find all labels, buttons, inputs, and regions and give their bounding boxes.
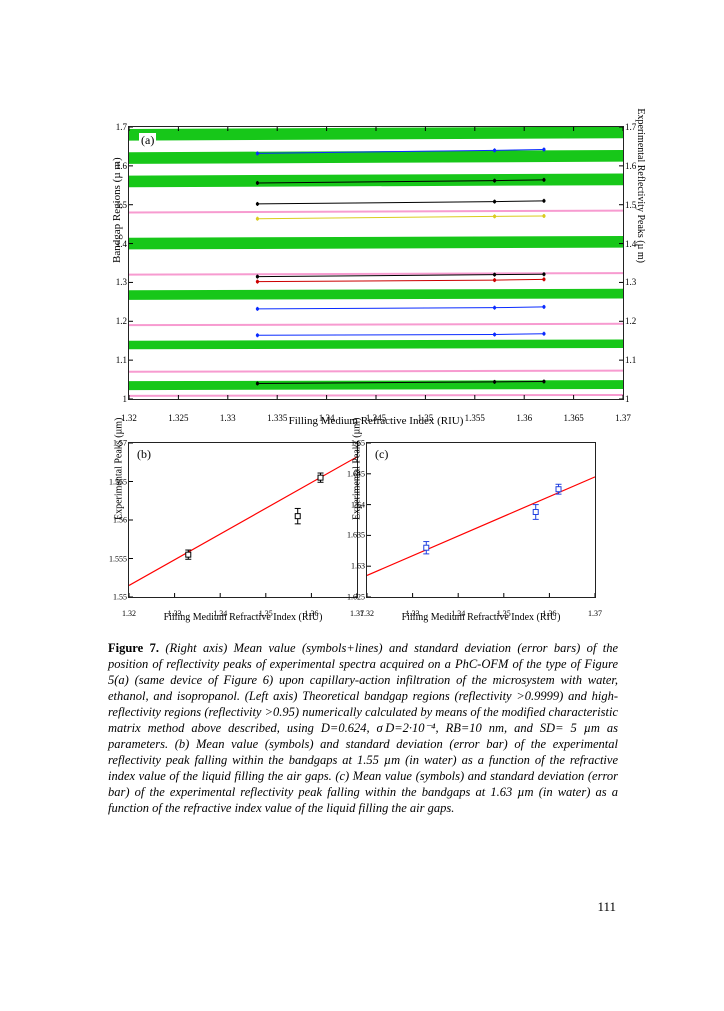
figure-caption: Figure 7. (Right axis) Mean value (symbo… — [108, 640, 618, 816]
caption-body: (Right axis) Mean value (symbols+lines) … — [108, 641, 618, 815]
y-ticks-b: 1.551.5551.561.5651.57 — [101, 443, 127, 597]
y-ticks-right-a: 11.11.21.31.41.51.61.7 — [625, 127, 643, 399]
figure-label: Figure 7. — [108, 641, 159, 655]
page-number: 111 — [597, 899, 616, 915]
panel-label-b: (b) — [137, 447, 151, 462]
panel-label-c: (c) — [375, 447, 388, 462]
chart-b: (b) Experimental Peaks (µm) Filling Medi… — [128, 442, 358, 598]
chart-c: (c) Experimental Peaks (µm) Filling Medi… — [366, 442, 596, 598]
x-label-c: Filling Medium Refractive Index (RIU) — [367, 612, 595, 623]
panel-label-a: (a) — [139, 133, 156, 148]
y-ticks-c: 1.6251.631.6351.641.6451.65 — [339, 443, 365, 597]
y-ticks-left-a: 11.11.21.31.41.51.61.7 — [109, 127, 127, 399]
chart-a: (a) Bandgap Regions (µ m) Experimental R… — [128, 126, 624, 400]
x-label-b: Filling Medium Refractive Index (RIU) — [129, 612, 357, 623]
